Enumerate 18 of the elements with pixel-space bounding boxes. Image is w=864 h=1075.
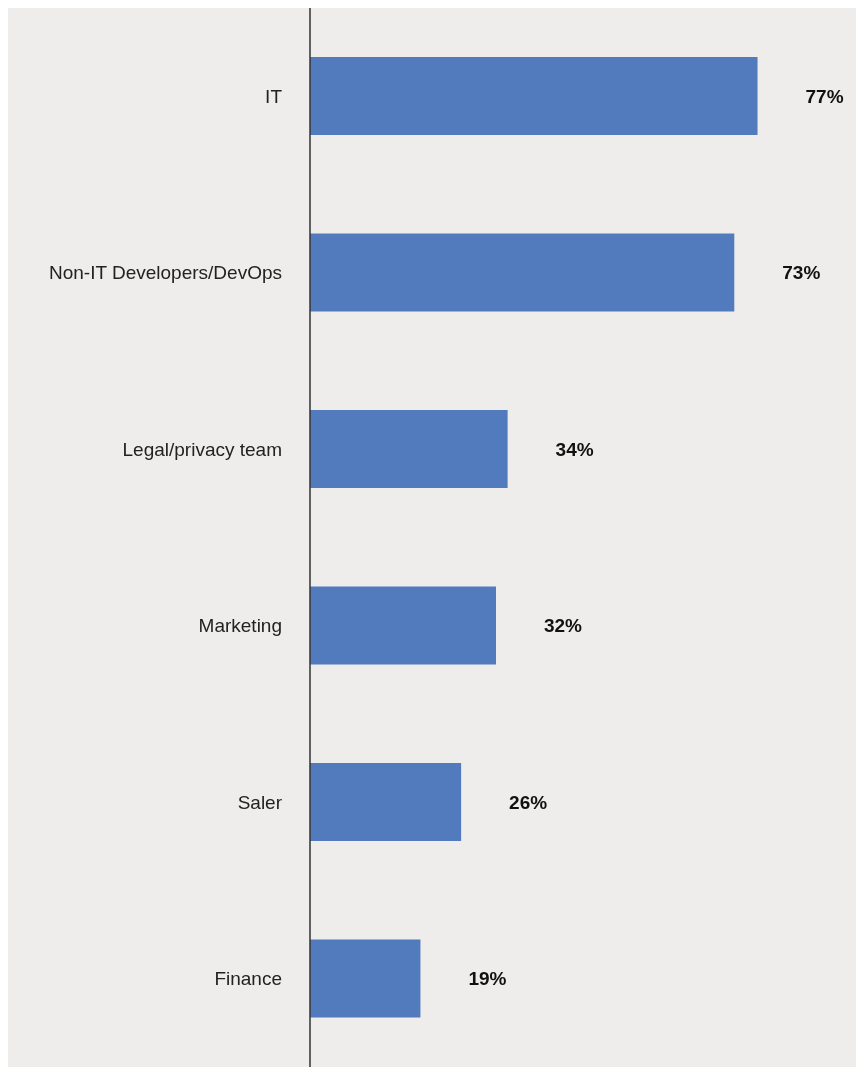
bar (310, 763, 462, 841)
y-tick-label: Legal/privacy team (122, 438, 282, 460)
bar (310, 586, 496, 665)
y-tick-label: Saler (237, 791, 283, 813)
y-tick-label: Non-IT Developers/DevOps (48, 262, 282, 284)
data-label: 19% (468, 968, 507, 990)
data-label: 77% (805, 85, 844, 107)
bar (310, 57, 758, 135)
data-label: 32% (543, 615, 583, 637)
data-label: 34% (555, 438, 594, 460)
data-label: 73% (782, 262, 821, 284)
data-label: 26% (509, 791, 548, 813)
bar (310, 410, 508, 488)
bar (310, 939, 421, 1018)
y-tick-label: Finance (214, 968, 282, 990)
y-tick-label: Marketing (198, 615, 282, 637)
bar (310, 233, 735, 312)
y-tick-label: IT (265, 86, 283, 107)
